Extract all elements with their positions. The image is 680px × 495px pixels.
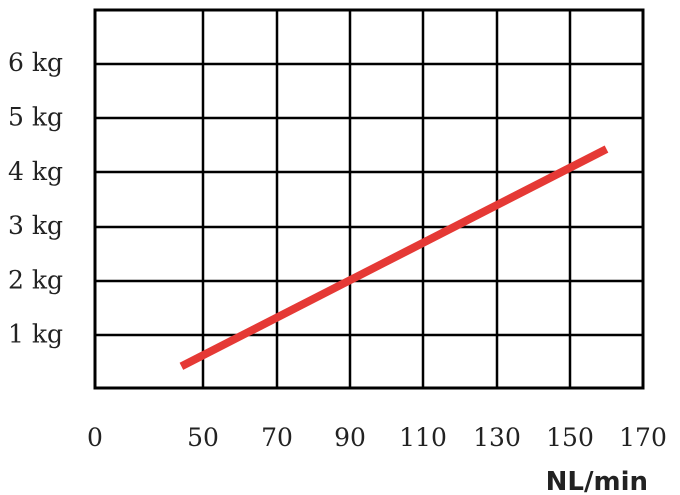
series-line-1 xyxy=(179,145,609,370)
x-tick-label: 110 xyxy=(399,423,447,452)
x-tick-label: 50 xyxy=(187,423,219,452)
y-tick-label: 3 kg xyxy=(8,211,63,240)
x-tick-label: 90 xyxy=(334,423,366,452)
plot-frame xyxy=(93,8,645,390)
y-tick-label: 2 kg xyxy=(8,265,63,294)
x-tick-label: 0 xyxy=(87,423,103,452)
x-tick-label: 170 xyxy=(619,423,667,452)
chart-series xyxy=(179,145,609,370)
y-tick-label: 1 kg xyxy=(8,320,63,349)
y-tick-label: 5 kg xyxy=(8,103,63,132)
y-tick-label: 6 kg xyxy=(8,48,63,77)
x-tick-label: 130 xyxy=(473,423,521,452)
chart-grid xyxy=(93,8,645,390)
x-axis-ticks: 0 50 70 90 110 130 150 170 xyxy=(87,423,667,452)
x-axis-label: NL/min xyxy=(546,467,648,495)
x-tick-label: 70 xyxy=(261,423,293,452)
y-axis-ticks: 1 kg 2 kg 3 kg 4 kg 5 kg 6 kg xyxy=(8,48,63,349)
y-tick-label: 4 kg xyxy=(8,157,63,186)
x-tick-label: 150 xyxy=(546,423,594,452)
